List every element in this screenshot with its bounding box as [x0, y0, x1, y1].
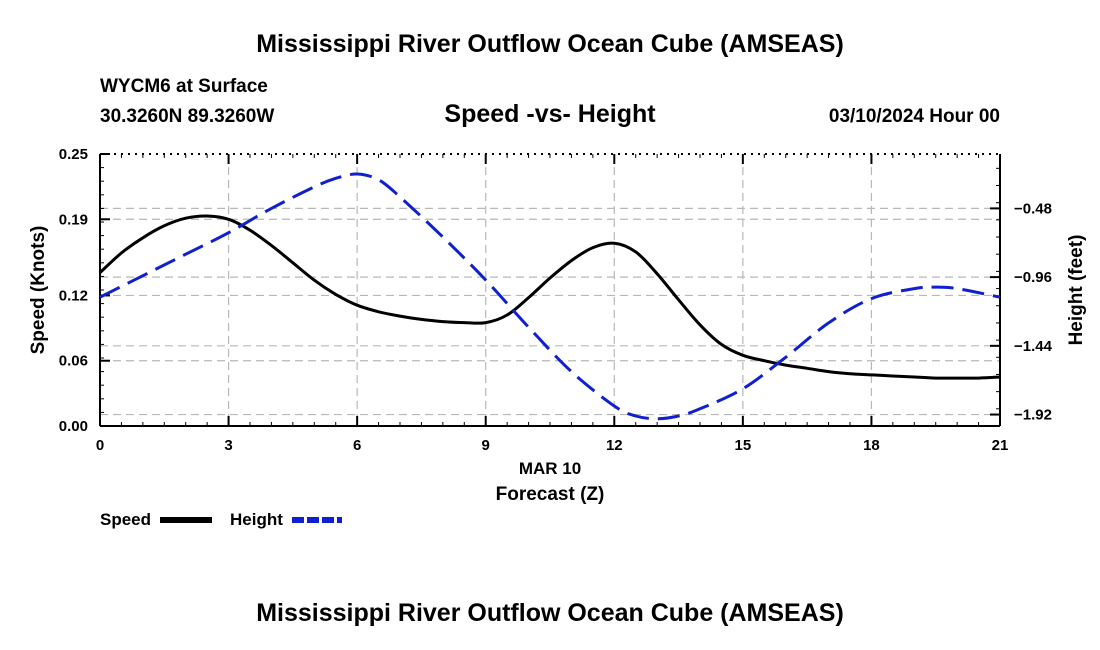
station-label: WYCM6 at Surface	[100, 76, 268, 97]
speed-series-line	[98, 214, 1001, 380]
y-tick-label: 0.19	[59, 211, 88, 228]
x-tick-label: 15	[735, 437, 752, 454]
x-axis-label: Forecast (Z)	[496, 484, 605, 505]
x-axis-date-label: MAR 10	[519, 459, 581, 478]
y-tick-label: 0.12	[59, 287, 88, 304]
y2-axis-label: Height (feet)	[1066, 235, 1087, 346]
x-tick-label: 6	[353, 437, 361, 454]
legend-label-speed: Speed	[100, 510, 151, 529]
chart-main-title: Mississippi River Outflow Ocean Cube (AM…	[256, 30, 844, 58]
footer-title: Mississippi River Outflow Ocean Cube (AM…	[256, 599, 844, 627]
x-tick-label: 3	[224, 437, 232, 454]
y-axis-label: Speed (Knots)	[28, 226, 49, 355]
y2-tick-label: −0.96	[1014, 269, 1052, 286]
y2-tick-label: −0.48	[1014, 200, 1052, 217]
height-series-line	[99, 172, 1001, 421]
coordinates-label: 30.3260N 89.3260W	[100, 106, 275, 127]
forecast-datetime: 03/10/2024 Hour 00	[828, 106, 1000, 127]
y2-tick-label: −1.92	[1014, 407, 1052, 424]
y-tick-label: 0.25	[59, 146, 88, 163]
chart-subtitle: Speed -vs- Height	[444, 100, 656, 128]
y-tick-label: 0.00	[59, 418, 88, 435]
legend-label-height: Height	[230, 510, 283, 529]
x-tick-label: 9	[482, 437, 490, 454]
x-tick-label: 12	[606, 437, 623, 454]
x-tick-label: 0	[96, 437, 104, 454]
x-tick-label: 18	[863, 437, 880, 454]
x-tick-label: 21	[992, 437, 1009, 454]
y2-tick-label: −1.44	[1014, 338, 1053, 355]
y-tick-label: 0.06	[59, 353, 88, 370]
